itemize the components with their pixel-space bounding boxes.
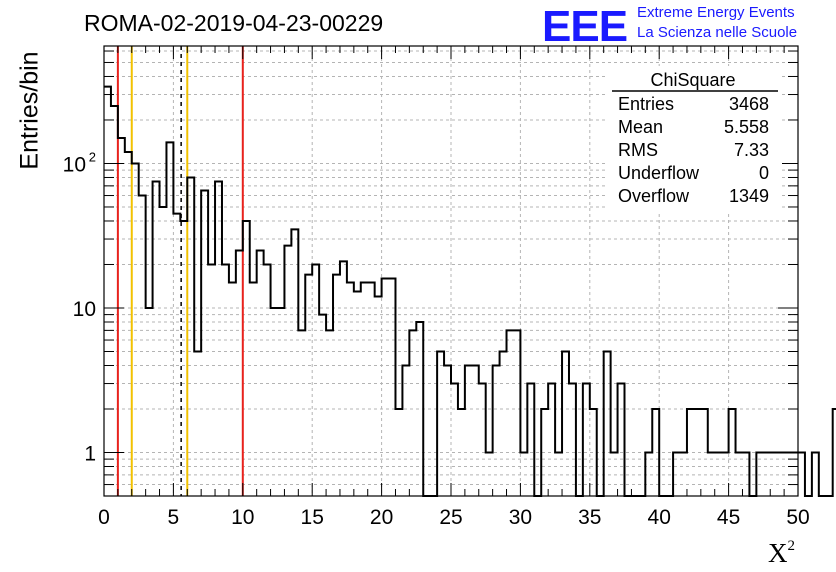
page-title: ROMA-02-2019-04-23-00229 (84, 10, 384, 36)
histogram-bin (409, 330, 416, 496)
histogram-bin (298, 330, 305, 496)
x-tick-label: 20 (370, 506, 393, 529)
histogram-bin (118, 138, 125, 496)
histogram-bin (291, 229, 298, 496)
x-tick-label: 5 (168, 506, 180, 529)
x-axis-label-main: X (768, 538, 788, 568)
histogram-bin (125, 152, 132, 496)
histogram-bin (264, 264, 271, 496)
y-tick-label: 10 (73, 298, 96, 321)
histogram-bin (284, 246, 291, 496)
stats-row-value: 7.33 (734, 140, 769, 160)
histogram-bin (479, 384, 486, 496)
histogram-bin (194, 351, 201, 496)
x-tick-label: 35 (578, 506, 601, 529)
y-tick-label-superscript: 2 (89, 149, 96, 164)
stats-box: ChiSquare Entries 3468 Mean 5.558 RMS 7.33 Unde… (608, 66, 782, 214)
x-axis-label: X2 (768, 538, 795, 569)
histogram-bin (465, 365, 472, 496)
histogram-bin (111, 106, 118, 496)
histogram-bin (402, 365, 409, 496)
histogram-outline (104, 85, 836, 497)
histogram-bin (222, 264, 229, 496)
histogram-bin (173, 214, 180, 496)
x-tick-label: 10 (231, 506, 254, 529)
histogram-bin (604, 351, 611, 496)
histogram-bin (618, 384, 625, 496)
vertical-lines-layer (116, 46, 244, 496)
histogram-bin (527, 384, 534, 496)
y-tick-label: 1 (84, 442, 96, 465)
logo-line-2: La Scienza nelle Scuole (637, 24, 798, 41)
histogram-bin (146, 308, 153, 496)
logo-line-1: Extreme Energy Events (637, 4, 795, 21)
stats-row-label: Entries (618, 94, 674, 114)
stats-box-title: ChiSquare (650, 70, 735, 90)
x-tick-label: 40 (648, 506, 671, 529)
histogram-bin (271, 308, 278, 496)
histogram-bin (513, 330, 520, 496)
histogram-bin (215, 182, 222, 496)
eee-logo: EEE (542, 2, 628, 51)
histogram-bin (548, 384, 555, 496)
histogram-bin (208, 264, 215, 496)
histogram-bin (153, 182, 160, 496)
histogram-bin (437, 351, 444, 496)
histogram-bin (312, 264, 319, 496)
y-tick-label: 10 (63, 153, 86, 176)
histogram-bin (569, 384, 576, 496)
histogram-bin (472, 365, 479, 496)
histogram-bin (451, 384, 458, 496)
stats-row-label: Overflow (618, 186, 690, 206)
histogram-bin (278, 308, 285, 496)
stats-row-label: Mean (618, 117, 663, 137)
histogram-bin (104, 87, 111, 496)
histogram-bin (444, 365, 451, 496)
x-tick-label: 30 (509, 506, 532, 529)
stats-row-value: 3468 (729, 94, 769, 114)
x-tick-label: 0 (98, 506, 110, 529)
histogram-bin (132, 163, 139, 496)
histogram-bin (139, 196, 146, 496)
stats-row-value: 5.558 (724, 117, 769, 137)
x-tick-label: 50 (786, 506, 809, 529)
histogram-bin (326, 330, 333, 496)
histogram-bin (389, 278, 396, 496)
histogram-bin (201, 191, 208, 496)
histogram-bin (507, 330, 514, 496)
histogram-bin (243, 221, 250, 496)
histogram-bin (493, 365, 500, 496)
histogram-bin (319, 315, 326, 496)
stats-row-value: 1349 (729, 186, 769, 206)
histogram-bin (382, 278, 389, 496)
histogram-layer (104, 85, 836, 497)
histogram-bin (187, 177, 194, 496)
stats-row-label: Underflow (618, 163, 700, 183)
histogram-bin (562, 351, 569, 496)
stats-row-label: RMS (618, 140, 658, 160)
histogram-bin (583, 384, 590, 496)
histogram-bin (812, 452, 819, 496)
stats-row-value: 0 (759, 163, 769, 183)
histogram-bin (340, 261, 347, 496)
histogram-bin (798, 452, 805, 496)
x-tick-label: 25 (439, 506, 462, 529)
histogram-bin (500, 351, 507, 496)
x-tick-label: 45 (717, 506, 740, 529)
x-axis-label-superscript: 2 (787, 538, 796, 554)
x-tick-label: 15 (301, 506, 324, 529)
